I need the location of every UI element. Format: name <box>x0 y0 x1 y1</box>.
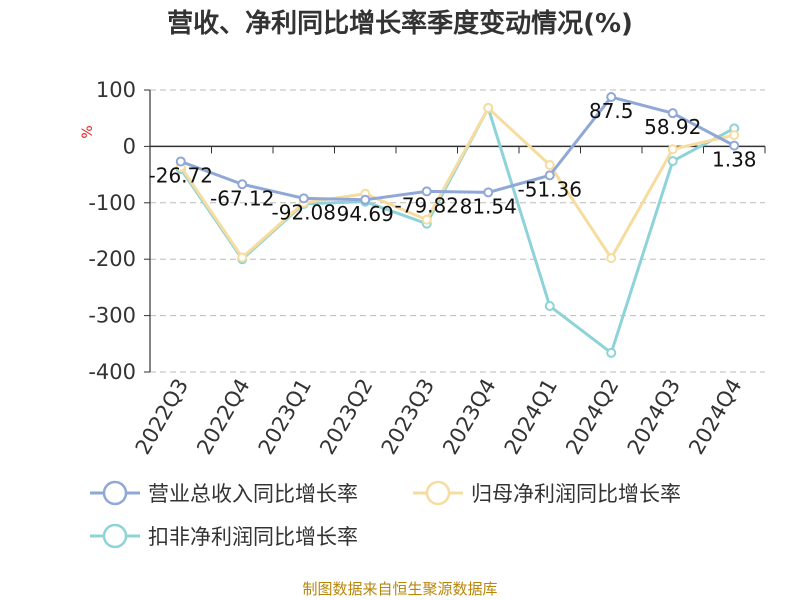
y-axis-label: % <box>80 125 96 138</box>
series-line <box>179 106 735 355</box>
y-tick-label: -400 <box>88 360 136 384</box>
legend-marker <box>102 480 128 506</box>
x-tick-label: 2024Q1 <box>500 375 562 459</box>
x-tick-label: 2022Q3 <box>131 375 193 459</box>
data-point <box>298 193 309 204</box>
data-label: 87.5 <box>589 99 634 123</box>
data-point <box>667 156 678 167</box>
x-tick-label: 2023Q2 <box>315 375 377 459</box>
x-tick-label: 2023Q1 <box>254 375 316 459</box>
legend-marker <box>102 523 128 549</box>
data-point <box>729 140 740 151</box>
data-point <box>729 130 740 141</box>
series-line <box>180 95 735 202</box>
data-point <box>237 179 248 190</box>
y-axis: 100 0 -100 -200 -300 -400 <box>88 78 151 384</box>
data-label: -79.82 <box>395 193 459 217</box>
legend-label: 营业总收入同比增长率 <box>148 482 358 506</box>
legend-item[interactable]: 扣非净利润同比增长率 <box>90 523 358 549</box>
data-point <box>667 144 678 155</box>
data-point <box>606 347 617 358</box>
y-tick-label: -200 <box>88 247 136 271</box>
legend-marker <box>425 480 451 506</box>
y-tick-label: 0 <box>123 134 136 158</box>
x-tick-label: 2022Q4 <box>192 375 254 459</box>
legend-item[interactable]: 营业总收入同比增长率 <box>90 480 358 506</box>
series-line <box>179 106 735 260</box>
data-point <box>606 92 617 103</box>
data-label: -67.12 <box>210 186 274 210</box>
data-point <box>237 252 248 263</box>
data-label: -26.72 <box>149 163 213 187</box>
data-source: 制图数据来自恒生聚源数据库 <box>302 580 497 598</box>
x-tick-label: 2024Q3 <box>623 375 685 459</box>
data-label: 1.38 <box>712 148 757 172</box>
legend-label: 扣非净利润同比增长率 <box>148 525 358 549</box>
y-tick-label: 100 <box>96 78 136 102</box>
data-label: 94.69 <box>337 202 394 226</box>
x-tick-label: 2024Q4 <box>684 375 746 459</box>
data-point <box>360 194 371 205</box>
x-tick-label: 2024Q2 <box>561 375 623 459</box>
data-label: 81.54 <box>460 194 517 218</box>
data-point <box>483 103 494 114</box>
data-point <box>606 253 617 264</box>
x-tick-label: 2023Q3 <box>377 375 439 459</box>
x-tick-label: 2023Q4 <box>438 375 500 459</box>
data-label: 58.92 <box>644 115 701 139</box>
data-point <box>544 170 555 181</box>
y-tick-label: -300 <box>88 304 136 328</box>
data-point <box>483 187 494 198</box>
data-label: -92.08 <box>272 200 336 224</box>
legend-item[interactable]: 归母净利润同比增长率 <box>413 480 681 506</box>
data-point <box>667 108 678 119</box>
data-point <box>421 186 432 197</box>
grid-lines <box>150 89 765 373</box>
series-group <box>175 92 740 358</box>
data-point <box>175 156 186 167</box>
data-label: -51.36 <box>518 177 582 201</box>
legend-label: 归母净利润同比增长率 <box>471 482 681 506</box>
data-point <box>544 160 555 171</box>
data-point <box>544 301 555 312</box>
data-labels: -26.72-67.12-92.08 94.69 -79.82 81.54-51.36… <box>149 99 757 226</box>
chart-title: 营收、净利同比增长率季度变动情况(%) <box>167 8 633 39</box>
data-point <box>421 214 432 225</box>
y-tick-label: -100 <box>88 191 136 215</box>
